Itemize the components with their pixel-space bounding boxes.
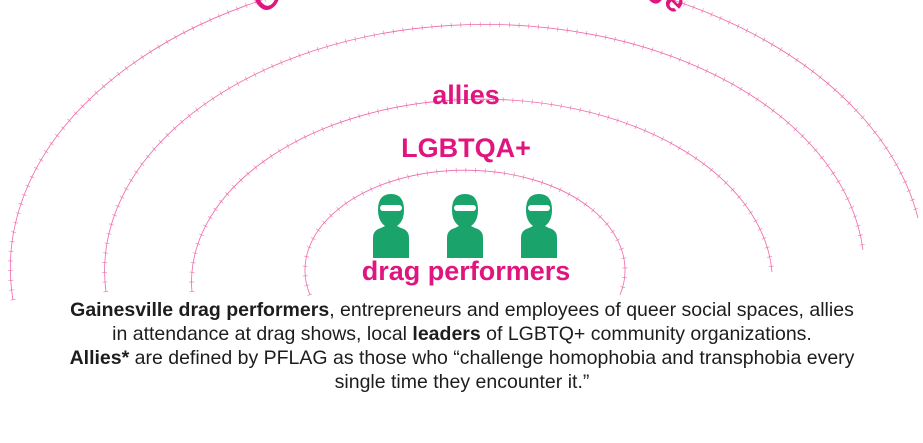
ring-label: Gainesville community at large	[246, 0, 694, 20]
performer-icons	[373, 194, 557, 258]
performer-icon	[447, 194, 483, 258]
outer-ring	[10, 0, 919, 301]
text: are defined by PFLAG as those who “chall…	[129, 347, 855, 393]
description-paragraph: Allies* are defined by PFLAG as those wh…	[62, 346, 862, 394]
description: Gainesville drag performers, entrepreneu…	[62, 298, 862, 394]
text: of LGBTQ+ community organizations.	[480, 323, 812, 345]
lgbtqa-ring	[191, 98, 773, 293]
performer-icon	[373, 194, 409, 258]
ring-label: LGBTQA+	[401, 133, 531, 163]
performer-icon	[521, 194, 557, 258]
ring-label-path: Gainesville community at large	[246, 0, 694, 20]
description-paragraph: Gainesville drag performers, entrepreneu…	[62, 298, 862, 346]
ring-label: drag performers	[362, 256, 571, 286]
bold-text: Gainesville drag performers	[70, 299, 330, 321]
inner-ring	[304, 169, 626, 296]
allies-ring	[104, 23, 864, 293]
bold-text: leaders	[412, 323, 481, 345]
bold-text: Allies*	[69, 347, 130, 369]
rings	[7, 0, 921, 301]
text: , entrepreneurs and employees of queer s…	[112, 299, 854, 345]
ring-label: allies	[432, 80, 500, 110]
